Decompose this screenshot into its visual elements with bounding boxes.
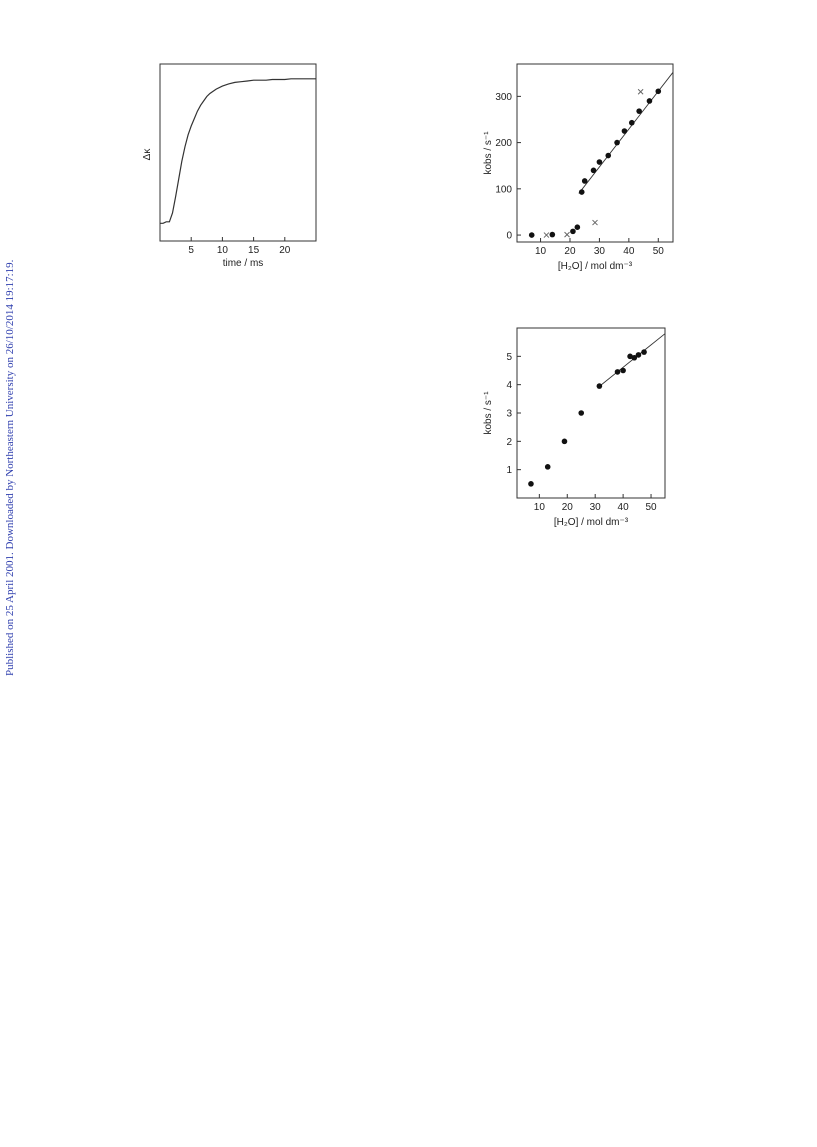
data-point	[655, 88, 662, 95]
y-axis-label: Δκ	[142, 148, 153, 161]
y-tick-label: 300	[495, 92, 512, 103]
data-point	[614, 369, 621, 375]
x-tick-label: 10	[534, 502, 546, 513]
data-point	[641, 349, 647, 355]
x-axis-label: [H₂O] / mol dm⁻³	[558, 261, 633, 272]
y-tick-label: 2	[506, 437, 512, 448]
x-tick-label: 20	[279, 245, 291, 256]
data-point	[596, 383, 603, 389]
x-tick-label: 20	[562, 502, 574, 513]
x-axis-label: time / ms	[223, 258, 264, 269]
data-point	[628, 119, 635, 126]
x-tick-label: 50	[645, 502, 657, 513]
data-point	[544, 464, 551, 470]
cross-marker	[543, 232, 550, 238]
data-point	[621, 128, 628, 134]
data-point	[636, 108, 642, 114]
data-point	[561, 438, 568, 445]
y-axis-label: kobs / s⁻¹	[483, 391, 494, 435]
x-tick-label: 5	[188, 245, 194, 256]
kinetic-trace-line	[160, 78, 316, 224]
x-tick-label: 20	[564, 246, 576, 257]
cross-marker	[637, 88, 644, 95]
y-tick-label: 200	[495, 138, 512, 149]
x-tick-label: 40	[623, 246, 635, 257]
y-tick-label: 4	[506, 380, 512, 391]
data-point	[631, 354, 638, 361]
x-tick-label: 40	[618, 502, 630, 513]
data-point	[605, 152, 612, 159]
y-tick-label: 5	[506, 352, 512, 363]
data-point	[570, 228, 576, 235]
cross-marker	[592, 219, 598, 226]
x-axis-label: [H₂O] / mol dm⁻³	[554, 517, 629, 528]
data-point	[614, 139, 620, 146]
data-point	[620, 367, 626, 374]
x-tick-label: 10	[217, 245, 229, 256]
data-point	[581, 178, 588, 184]
y-axis-label: kobs / s⁻¹	[483, 131, 494, 175]
y-tick-label: 1	[506, 465, 512, 476]
plot-frame	[159, 63, 317, 242]
y-tick-label: 100	[495, 184, 512, 195]
data-point	[549, 231, 556, 238]
data-point	[528, 481, 534, 487]
x-tick-label: 10	[535, 246, 547, 257]
data-point	[596, 159, 603, 165]
data-point	[578, 410, 585, 416]
data-point	[574, 224, 581, 231]
y-tick-label: 3	[506, 409, 512, 420]
data-point	[578, 189, 585, 195]
x-tick-label: 30	[594, 246, 606, 257]
data-point	[528, 232, 535, 238]
plot-frame	[516, 63, 674, 243]
x-tick-label: 30	[590, 502, 602, 513]
data-point	[646, 98, 653, 104]
y-tick-label: 0	[506, 231, 512, 242]
data-point	[635, 352, 642, 358]
x-tick-label: 50	[653, 246, 665, 257]
fit-line	[597, 333, 666, 388]
data-point	[590, 167, 597, 174]
x-tick-label: 15	[248, 245, 260, 256]
cross-marker	[564, 231, 570, 238]
